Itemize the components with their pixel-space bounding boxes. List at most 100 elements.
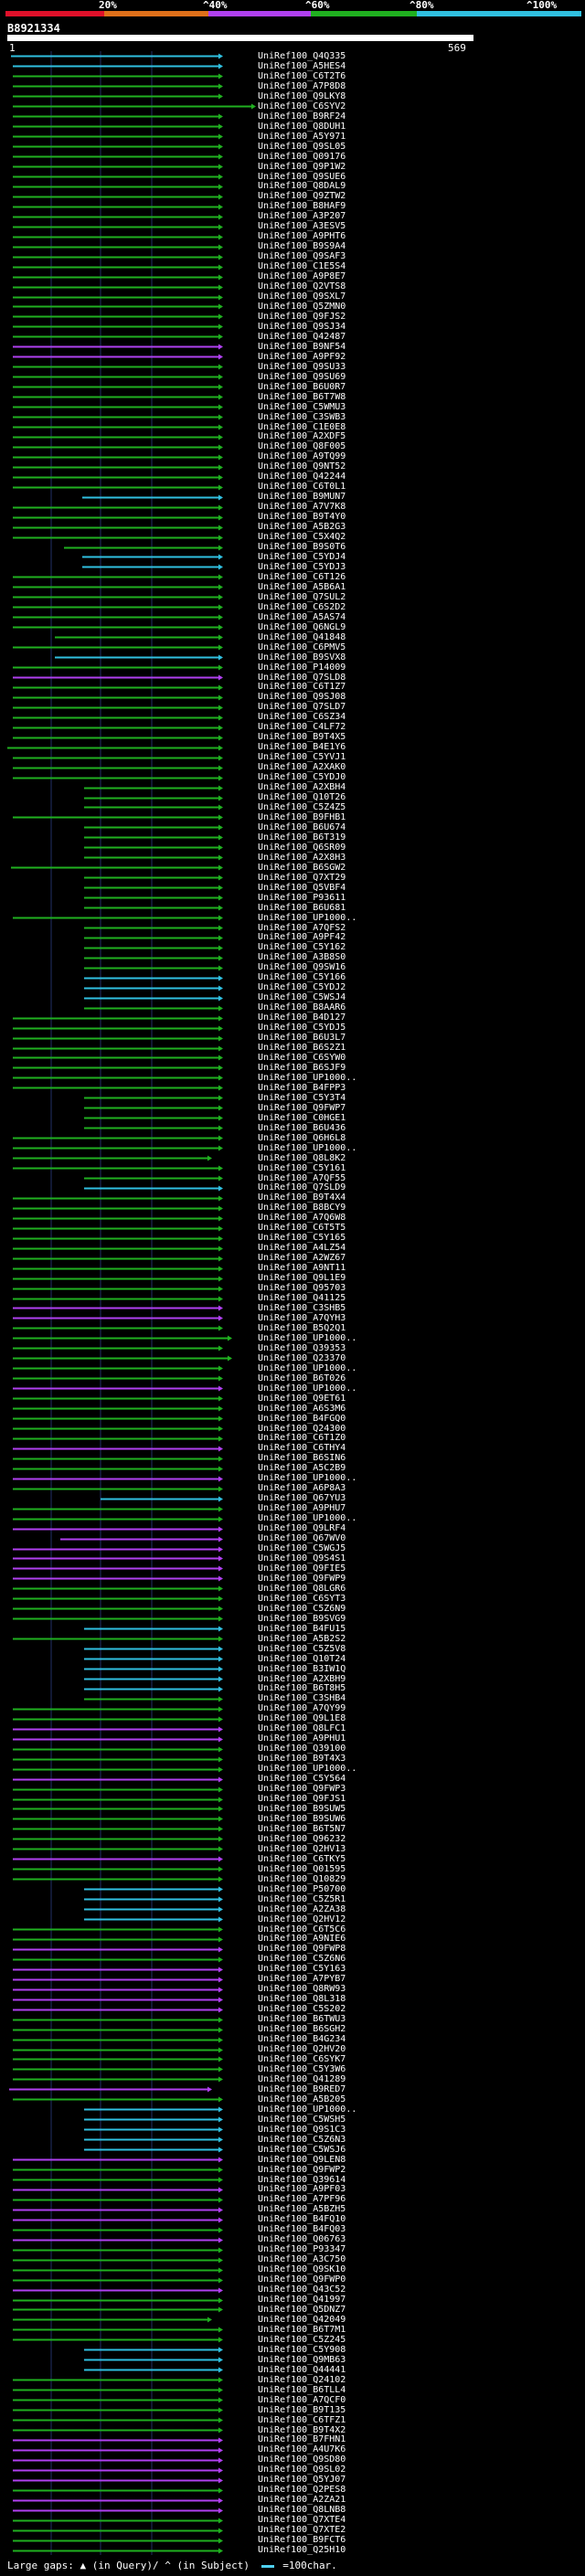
hit-label[interactable]: UniRef100_UP1000.. (258, 1513, 357, 1523)
hit-label[interactable]: UniRef100_C6T0L1 (258, 482, 346, 492)
hit-label[interactable]: UniRef100_UP1000.. (258, 1333, 357, 1343)
hit-label[interactable]: UniRef100_B9S0T6 (258, 542, 346, 552)
hit-label[interactable]: UniRef100_Q44441 (258, 2365, 346, 2375)
hit-label[interactable]: UniRef100_C6T5C6 (258, 1924, 346, 1935)
hit-label[interactable]: UniRef100_B8HAF9 (258, 201, 346, 211)
hit-label[interactable]: UniRef100_Q7XT29 (258, 873, 346, 883)
hit-label[interactable]: UniRef100_Q9LKY8 (258, 91, 346, 101)
hit-label[interactable]: UniRef100_Q10829 (258, 1874, 346, 1884)
hit-label[interactable]: UniRef100_C5YDJ0 (258, 772, 346, 782)
hit-label[interactable]: UniRef100_A2XAK0 (258, 762, 346, 772)
hit-label[interactable]: UniRef100_P14009 (258, 663, 346, 673)
hit-label[interactable]: UniRef100_C5YDJ5 (258, 1023, 346, 1033)
hit-label[interactable]: UniRef100_Q9SUE6 (258, 172, 346, 182)
hit-label[interactable]: UniRef100_Q41289 (258, 2074, 346, 2084)
hit-label[interactable]: UniRef100_Q7SUL2 (258, 592, 346, 602)
hit-label[interactable]: UniRef100_Q9SU33 (258, 362, 346, 372)
hit-label[interactable]: UniRef100_A9PHU1 (258, 1733, 346, 1744)
hit-label[interactable]: UniRef100_Q67YU3 (258, 1493, 346, 1503)
hit-label[interactable]: UniRef100_B9MUN7 (258, 492, 346, 502)
hit-label[interactable]: UniRef100_B6U0R7 (258, 382, 346, 392)
hit-label[interactable]: UniRef100_Q41848 (258, 632, 346, 642)
hit-label[interactable]: UniRef100_Q7SLD8 (258, 673, 346, 683)
hit-label[interactable]: UniRef100_B6U674 (258, 822, 346, 832)
hit-label[interactable]: UniRef100_Q6NGL9 (258, 622, 346, 632)
hit-label[interactable]: UniRef100_A5B205 (258, 2094, 346, 2104)
hit-label[interactable]: UniRef100_Q39614 (258, 2175, 346, 2185)
hit-label[interactable]: UniRef100_Q42049 (258, 2315, 346, 2325)
hit-label[interactable]: UniRef100_A5B2G3 (258, 522, 346, 532)
hit-label[interactable]: UniRef100_B9T4X5 (258, 732, 346, 742)
hit-label[interactable]: UniRef100_Q9FWP7 (258, 1103, 346, 1113)
hit-label[interactable]: UniRef100_A6P8A3 (258, 1483, 346, 1493)
hit-label[interactable]: UniRef100_B3IW1Q (258, 1664, 346, 1674)
hit-label[interactable]: UniRef100_A7V7K8 (258, 502, 346, 512)
hit-label[interactable]: UniRef100_C5Z6N3 (258, 2135, 346, 2145)
hit-label[interactable]: UniRef100_B4FGQ0 (258, 1414, 346, 1424)
hit-label[interactable]: UniRef100_UP1000.. (258, 1073, 357, 1083)
hit-label[interactable]: UniRef100_Q9SAF3 (258, 251, 346, 261)
hit-label[interactable]: UniRef100_A3C750 (258, 2254, 346, 2264)
hit-label[interactable]: UniRef100_C5Z245 (258, 2335, 346, 2345)
hit-label[interactable]: UniRef100_C5Z6N6 (258, 1954, 346, 1964)
hit-label[interactable]: UniRef100_B9SVX8 (258, 652, 346, 663)
hit-label[interactable]: UniRef100_C5Y3W6 (258, 2064, 346, 2074)
hit-label[interactable]: UniRef100_B6SJF9 (258, 1063, 346, 1073)
hit-label[interactable]: UniRef100_B6U3L7 (258, 1033, 346, 1043)
hit-label[interactable]: UniRef100_Q2VTS8 (258, 281, 346, 292)
hit-label[interactable]: UniRef100_A5BZH5 (258, 2204, 346, 2214)
hit-label[interactable]: UniRef100_C6S2D2 (258, 602, 346, 612)
hit-label[interactable]: UniRef100_A7PF96 (258, 2194, 346, 2204)
hit-label[interactable]: UniRef100_C5Y165 (258, 1233, 346, 1243)
hit-label[interactable]: UniRef100_A5HES4 (258, 61, 346, 71)
hit-label[interactable]: UniRef100_B6T7M1 (258, 2325, 346, 2335)
hit-label[interactable]: UniRef100_A7PYB7 (258, 1974, 346, 1984)
hit-label[interactable]: UniRef100_C5Y908 (258, 2345, 346, 2355)
hit-label[interactable]: UniRef100_Q7SLD7 (258, 702, 346, 712)
hit-label[interactable]: UniRef100_Q9SK10 (258, 2264, 346, 2274)
hit-label[interactable]: UniRef100_UP1000.. (258, 1383, 357, 1394)
hit-label[interactable]: UniRef100_Q8LFC1 (258, 1723, 346, 1733)
hit-label[interactable]: UniRef100_C6SYW0 (258, 1053, 346, 1063)
hit-label[interactable]: UniRef100_Q25H10 (258, 2545, 346, 2555)
hit-label[interactable]: UniRef100_A7P8D8 (258, 81, 346, 91)
hit-label[interactable]: UniRef100_A9PHU7 (258, 1503, 346, 1513)
hit-label[interactable]: UniRef100_B8AAR6 (258, 1002, 346, 1012)
hit-label[interactable]: UniRef100_Q5YJ07 (258, 2475, 346, 2485)
hit-label[interactable]: UniRef100_Q06763 (258, 2234, 346, 2244)
hit-label[interactable]: UniRef100_Q41997 (258, 2295, 346, 2305)
hit-label[interactable]: UniRef100_A9TQ99 (258, 451, 346, 461)
hit-label[interactable]: UniRef100_B6SGW2 (258, 863, 346, 873)
hit-label[interactable]: UniRef100_Q9SXL7 (258, 292, 346, 302)
hit-label[interactable]: UniRef100_Q9SU69 (258, 372, 346, 382)
hit-label[interactable]: UniRef100_Q9SL05 (258, 142, 346, 152)
hit-label[interactable]: UniRef100_A5AS74 (258, 612, 346, 622)
hit-label[interactable]: UniRef100_A3ESV5 (258, 221, 346, 231)
hit-label[interactable]: UniRef100_B9FCT6 (258, 2535, 346, 2545)
hit-label[interactable]: UniRef100_B4FU15 (258, 1624, 346, 1634)
hit-label[interactable]: UniRef100_Q9SJ08 (258, 692, 346, 702)
hit-label[interactable]: UniRef100_A5C2B9 (258, 1463, 346, 1473)
hit-label[interactable]: UniRef100_A9PF03 (258, 2184, 346, 2194)
hit-label[interactable]: UniRef100_B4D127 (258, 1012, 346, 1023)
hit-label[interactable]: UniRef100_B9T4X3 (258, 1754, 346, 1764)
hit-label[interactable]: UniRef100_Q9FJS2 (258, 312, 346, 322)
hit-label[interactable]: UniRef100_Q67WV0 (258, 1533, 346, 1543)
hit-label[interactable]: UniRef100_Q9FJS1 (258, 1794, 346, 1804)
hit-label[interactable]: UniRef100_C5Y564 (258, 1774, 346, 1784)
hit-label[interactable]: UniRef100_Q9LEN8 (258, 2155, 346, 2165)
hit-label[interactable]: UniRef100_A5B2S2 (258, 1634, 346, 1644)
hit-label[interactable]: UniRef100_A9NT11 (258, 1263, 346, 1273)
hit-label[interactable]: UniRef100_B9NF54 (258, 342, 346, 352)
hit-label[interactable]: UniRef100_A7Q6W8 (258, 1213, 346, 1223)
hit-label[interactable]: UniRef100_C5Z5R1 (258, 1894, 346, 1904)
hit-label[interactable]: UniRef100_C3SHB5 (258, 1303, 346, 1313)
hit-label[interactable]: UniRef100_C6TKY5 (258, 1854, 346, 1864)
hit-label[interactable]: UniRef100_B6T026 (258, 1373, 346, 1383)
hit-label[interactable]: UniRef100_A9PHT6 (258, 231, 346, 241)
hit-label[interactable]: UniRef100_Q43C52 (258, 2284, 346, 2295)
hit-label[interactable]: UniRef100_B6U681 (258, 903, 346, 913)
hit-label[interactable]: UniRef100_C5WSH5 (258, 2115, 346, 2125)
hit-label[interactable]: UniRef100_B4FQ10 (258, 2214, 346, 2224)
hit-label[interactable]: UniRef100_P50700 (258, 1884, 346, 1894)
